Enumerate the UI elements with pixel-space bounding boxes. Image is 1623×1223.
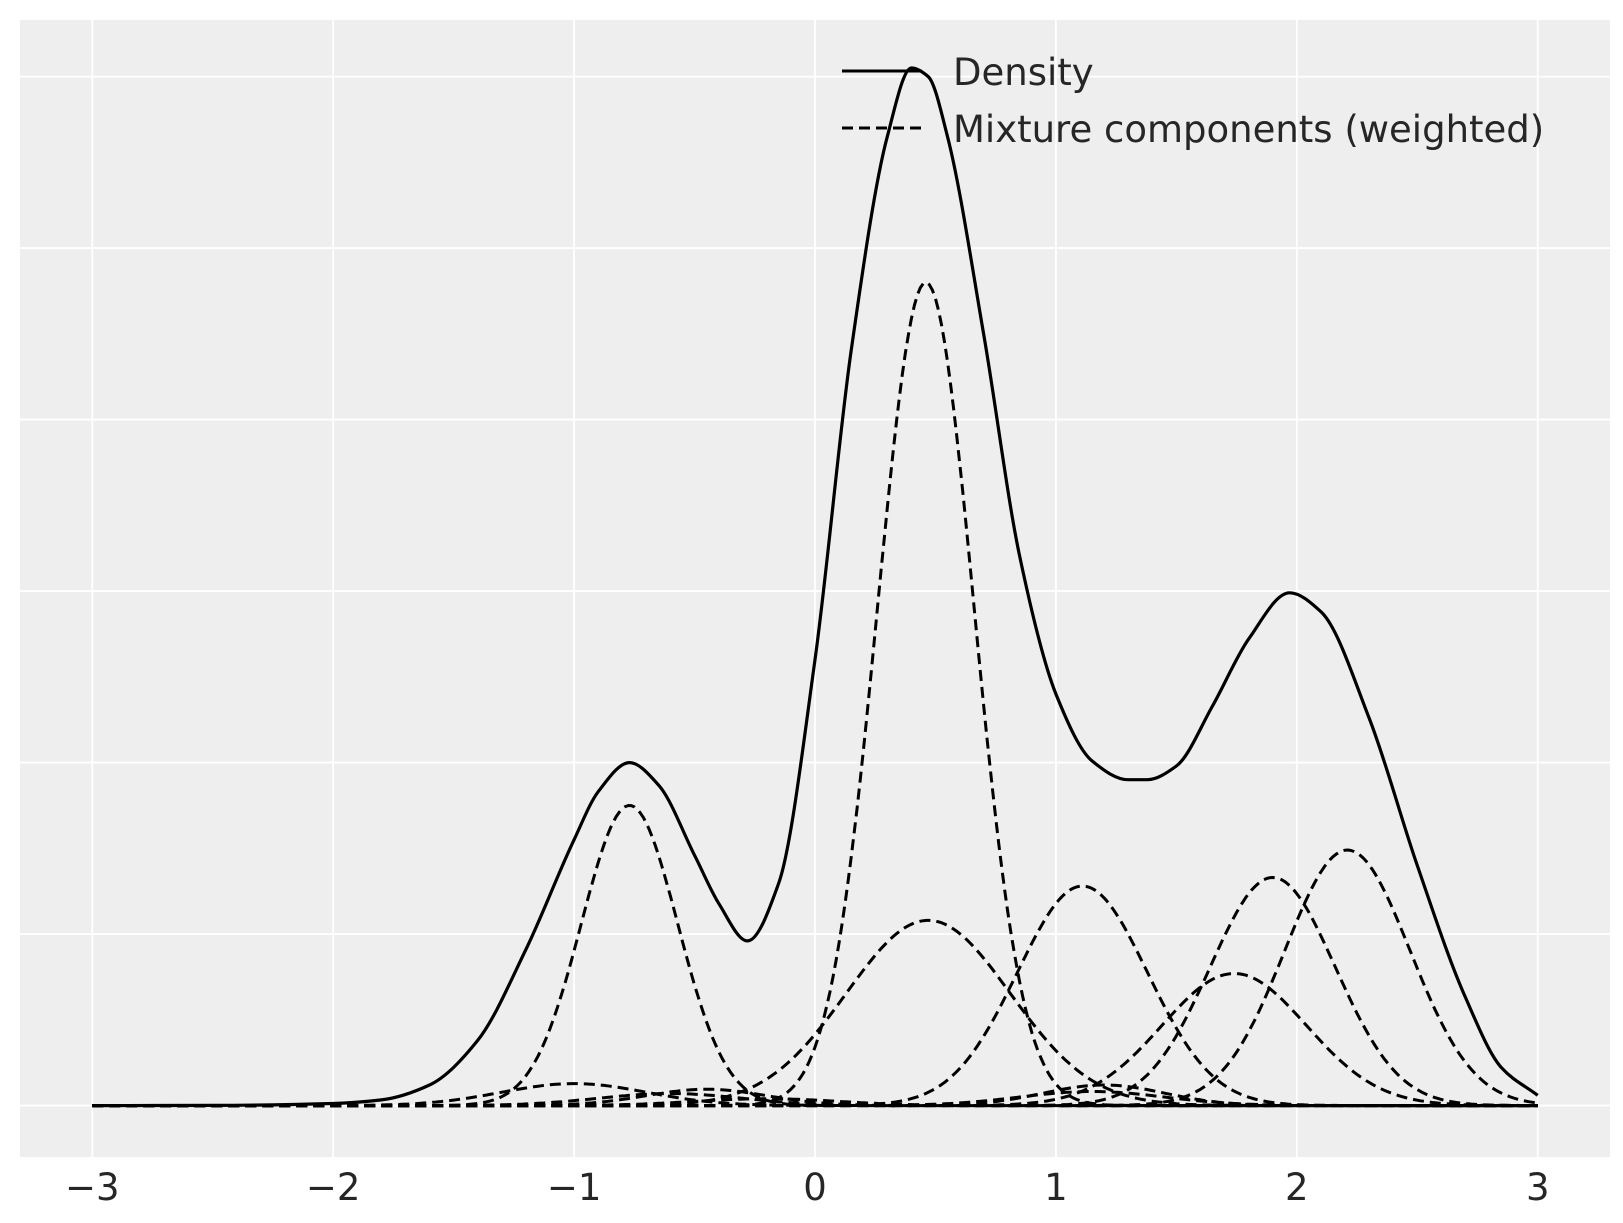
x-tick-label: 1 <box>1044 1166 1068 1209</box>
x-axis-tick-labels: −3 −2 −1 0 1 2 3 <box>65 1166 1550 1209</box>
x-tick-label: 3 <box>1526 1166 1550 1209</box>
x-tick-label: 2 <box>1285 1166 1309 1209</box>
legend-label-density: Density <box>953 51 1094 94</box>
density-line <box>92 66 1539 1108</box>
legend-label-components: Mixture components (weighted) <box>953 108 1544 151</box>
mixture-component-line <box>92 1097 1538 1108</box>
series-group <box>92 66 1539 1108</box>
x-tick-label: −2 <box>306 1166 361 1209</box>
x-tick-label: −3 <box>65 1166 120 1209</box>
x-tick-label: −1 <box>547 1166 602 1209</box>
legend: Density Mixture components (weighted) <box>842 51 1544 151</box>
x-tick-label: 0 <box>803 1166 827 1209</box>
